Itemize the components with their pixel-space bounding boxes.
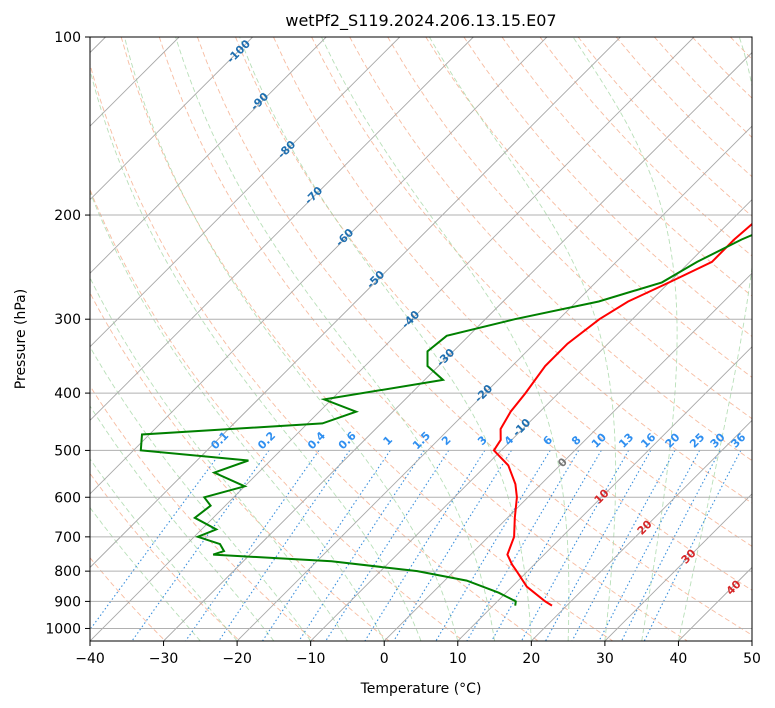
mixing-ratio-line: [643, 450, 742, 641]
y-tick-label: 1000: [45, 621, 81, 637]
dry-adiabat: [463, 37, 752, 338]
mixing-ratio-line: [598, 450, 701, 641]
mixing-ratio-line: [545, 450, 652, 641]
dry-adiabat: [90, 291, 390, 641]
plot-background: [90, 37, 752, 641]
x-tick-label: 50: [743, 651, 761, 667]
dry-adiabat: [90, 188, 464, 641]
moist-adiabat: [90, 276, 348, 641]
dry-adiabat: [769, 37, 775, 641]
isotherm: [383, 272, 752, 641]
x-tick-label: 10: [449, 651, 467, 667]
x-tick-label: −30: [149, 651, 179, 667]
dry-adiabat: [311, 37, 752, 504]
dry-adiabat: [387, 37, 752, 420]
mixing-ratio-line: [185, 450, 320, 641]
isotherm: [531, 419, 752, 641]
chart-title: wetPf2_S119.2024.206.13.15.E07: [285, 11, 556, 31]
dry-adiabat: [90, 62, 539, 641]
dry-adiabat: [425, 37, 752, 378]
moist-adiabat: [90, 405, 275, 641]
isotherm: [236, 125, 752, 641]
moist-adiabat: [90, 68, 422, 641]
moist-adiabat: [175, 37, 496, 641]
x-tick-label: 20: [522, 651, 540, 667]
x-tick-label: 40: [670, 651, 688, 667]
isotherm: [90, 37, 474, 421]
profile-lines: [139, 222, 752, 607]
background-lines: [90, 37, 775, 641]
moist-adiabat: [321, 37, 570, 641]
isotherm: [163, 51, 752, 641]
isotherm: [90, 37, 253, 201]
mixing-ratio-line: [621, 450, 721, 641]
moist-adiabat: [239, 37, 532, 641]
y-tick-label: 900: [54, 594, 81, 610]
moist-adiabat: [124, 37, 459, 641]
y-tick-label: 400: [54, 386, 81, 402]
moist-adiabat: [90, 458, 238, 641]
y-tick-label: 300: [54, 312, 81, 328]
dry-adiabat: [158, 37, 688, 641]
isotherm: [90, 37, 695, 641]
dry-adiabat: [235, 37, 752, 591]
isotherm: [90, 37, 621, 569]
dry-adiabat: [501, 37, 752, 297]
moist-adiabat: [429, 37, 617, 641]
isotherm: [90, 37, 401, 348]
x-tick-label: 0: [380, 651, 389, 667]
mixing-ratio-line: [218, 450, 351, 641]
y-tick-label: 500: [54, 443, 81, 459]
mixing-ratio-line: [298, 450, 425, 641]
x-tick-label: −10: [296, 651, 326, 667]
y-tick-label: 600: [54, 490, 81, 506]
moist-adiabat: [677, 37, 752, 641]
dry-adiabat: [349, 37, 752, 462]
mixing-ratio-line: [571, 450, 676, 641]
x-tick-label: −20: [222, 651, 252, 667]
isotherm: [604, 493, 752, 641]
mixing-ratio-line: [262, 450, 391, 641]
mixing-ratio-line: [364, 450, 486, 641]
y-tick-label: 100: [54, 30, 81, 46]
axes: −40 −30 −20 −10 0 10 20 30 40 50 1000 900 800 700 600 5…: [45, 30, 761, 667]
plot-frame: [89, 36, 753, 642]
dry-adiabat: [273, 37, 752, 547]
y-axis-title: Pressure (hPa): [13, 289, 29, 389]
mixing-ratio-line: [90, 450, 223, 631]
y-tick-label: 700: [54, 530, 81, 546]
dry-adiabat: [90, 472, 241, 641]
x-axis-title: Temperature (°C): [360, 681, 482, 697]
y-tick-label: 800: [54, 564, 81, 580]
x-tick-label: −40: [75, 651, 105, 667]
isotherm: [457, 346, 752, 641]
isotherm: [310, 199, 752, 641]
isotherm: [751, 640, 752, 641]
isotherm: [90, 37, 548, 495]
profile-line-1: [139, 233, 752, 606]
isotherm: [90, 37, 327, 274]
x-tick-label: 30: [596, 651, 614, 667]
dry-adiabat: [120, 37, 613, 641]
mixing-ratio-line: [491, 450, 602, 641]
y-tick-label: 200: [54, 208, 81, 224]
profile-line-0: [492, 222, 752, 607]
moist-adiabat: [90, 190, 385, 641]
dry-adiabat: [90, 385, 315, 641]
